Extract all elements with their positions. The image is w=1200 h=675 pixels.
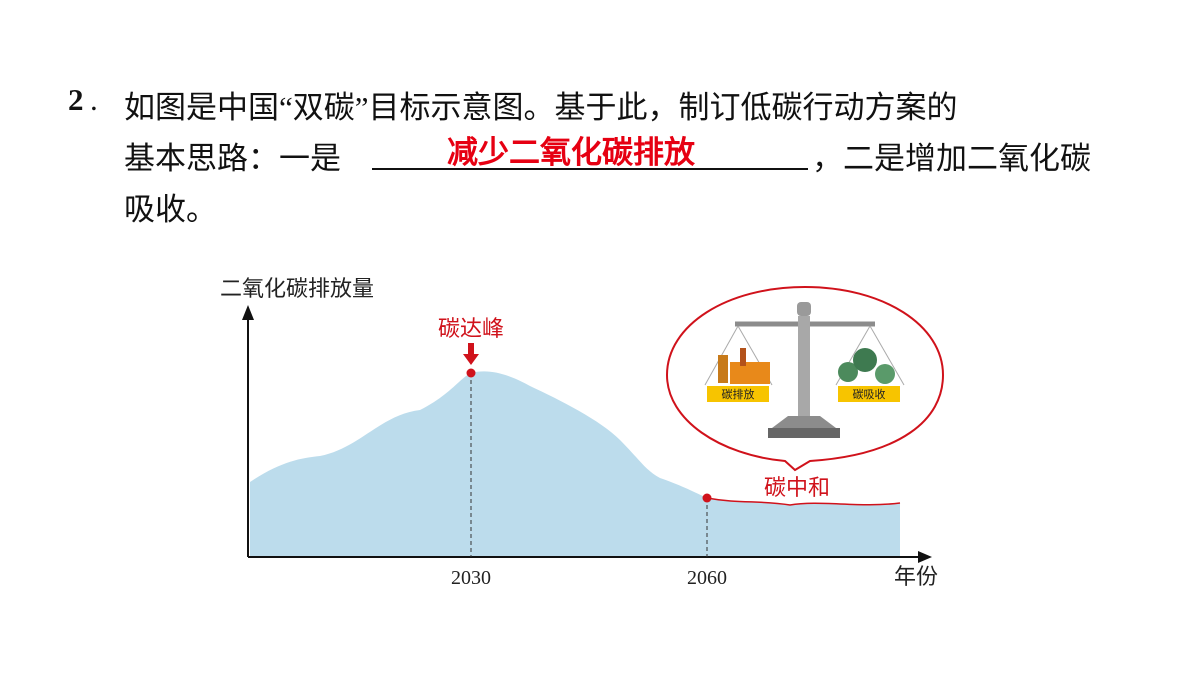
neutral-label: 碳中和 <box>764 475 830 500</box>
y-axis-label: 二氧化碳排放量 <box>220 276 374 301</box>
balance-scale: 碳排放 碳吸收 <box>704 302 905 438</box>
peak-arrow <box>463 343 479 365</box>
x-label: 2030 <box>451 567 491 589</box>
question-number: 2 <box>68 82 84 117</box>
question-line: 如图是中国“双碳”目标示意图。基于此，制订低碳行动方案的 <box>124 90 958 125</box>
peak-label: 碳达峰 <box>438 316 504 341</box>
question-line: 吸收。 <box>124 192 217 227</box>
absorption-label: 碳吸收 <box>853 387 886 401</box>
y-arrow <box>242 305 254 320</box>
answer: 减少二氧化碳排放 <box>447 135 695 170</box>
question-line: 基本思路：一是 <box>124 141 341 176</box>
x-arrow <box>918 551 932 563</box>
x-label: 2060 <box>687 567 727 589</box>
neutral-curve <box>706 497 901 506</box>
blank-underline <box>372 168 808 170</box>
dot: . <box>90 82 98 117</box>
emission-label: 碳排放 <box>722 387 755 401</box>
neutral-dot <box>702 493 712 503</box>
x-axis-label: 年份 <box>894 564 938 589</box>
emission-area <box>250 371 900 557</box>
question-line: ，二是增加二氧化碳 <box>812 141 1091 176</box>
peak-dot <box>466 368 476 378</box>
